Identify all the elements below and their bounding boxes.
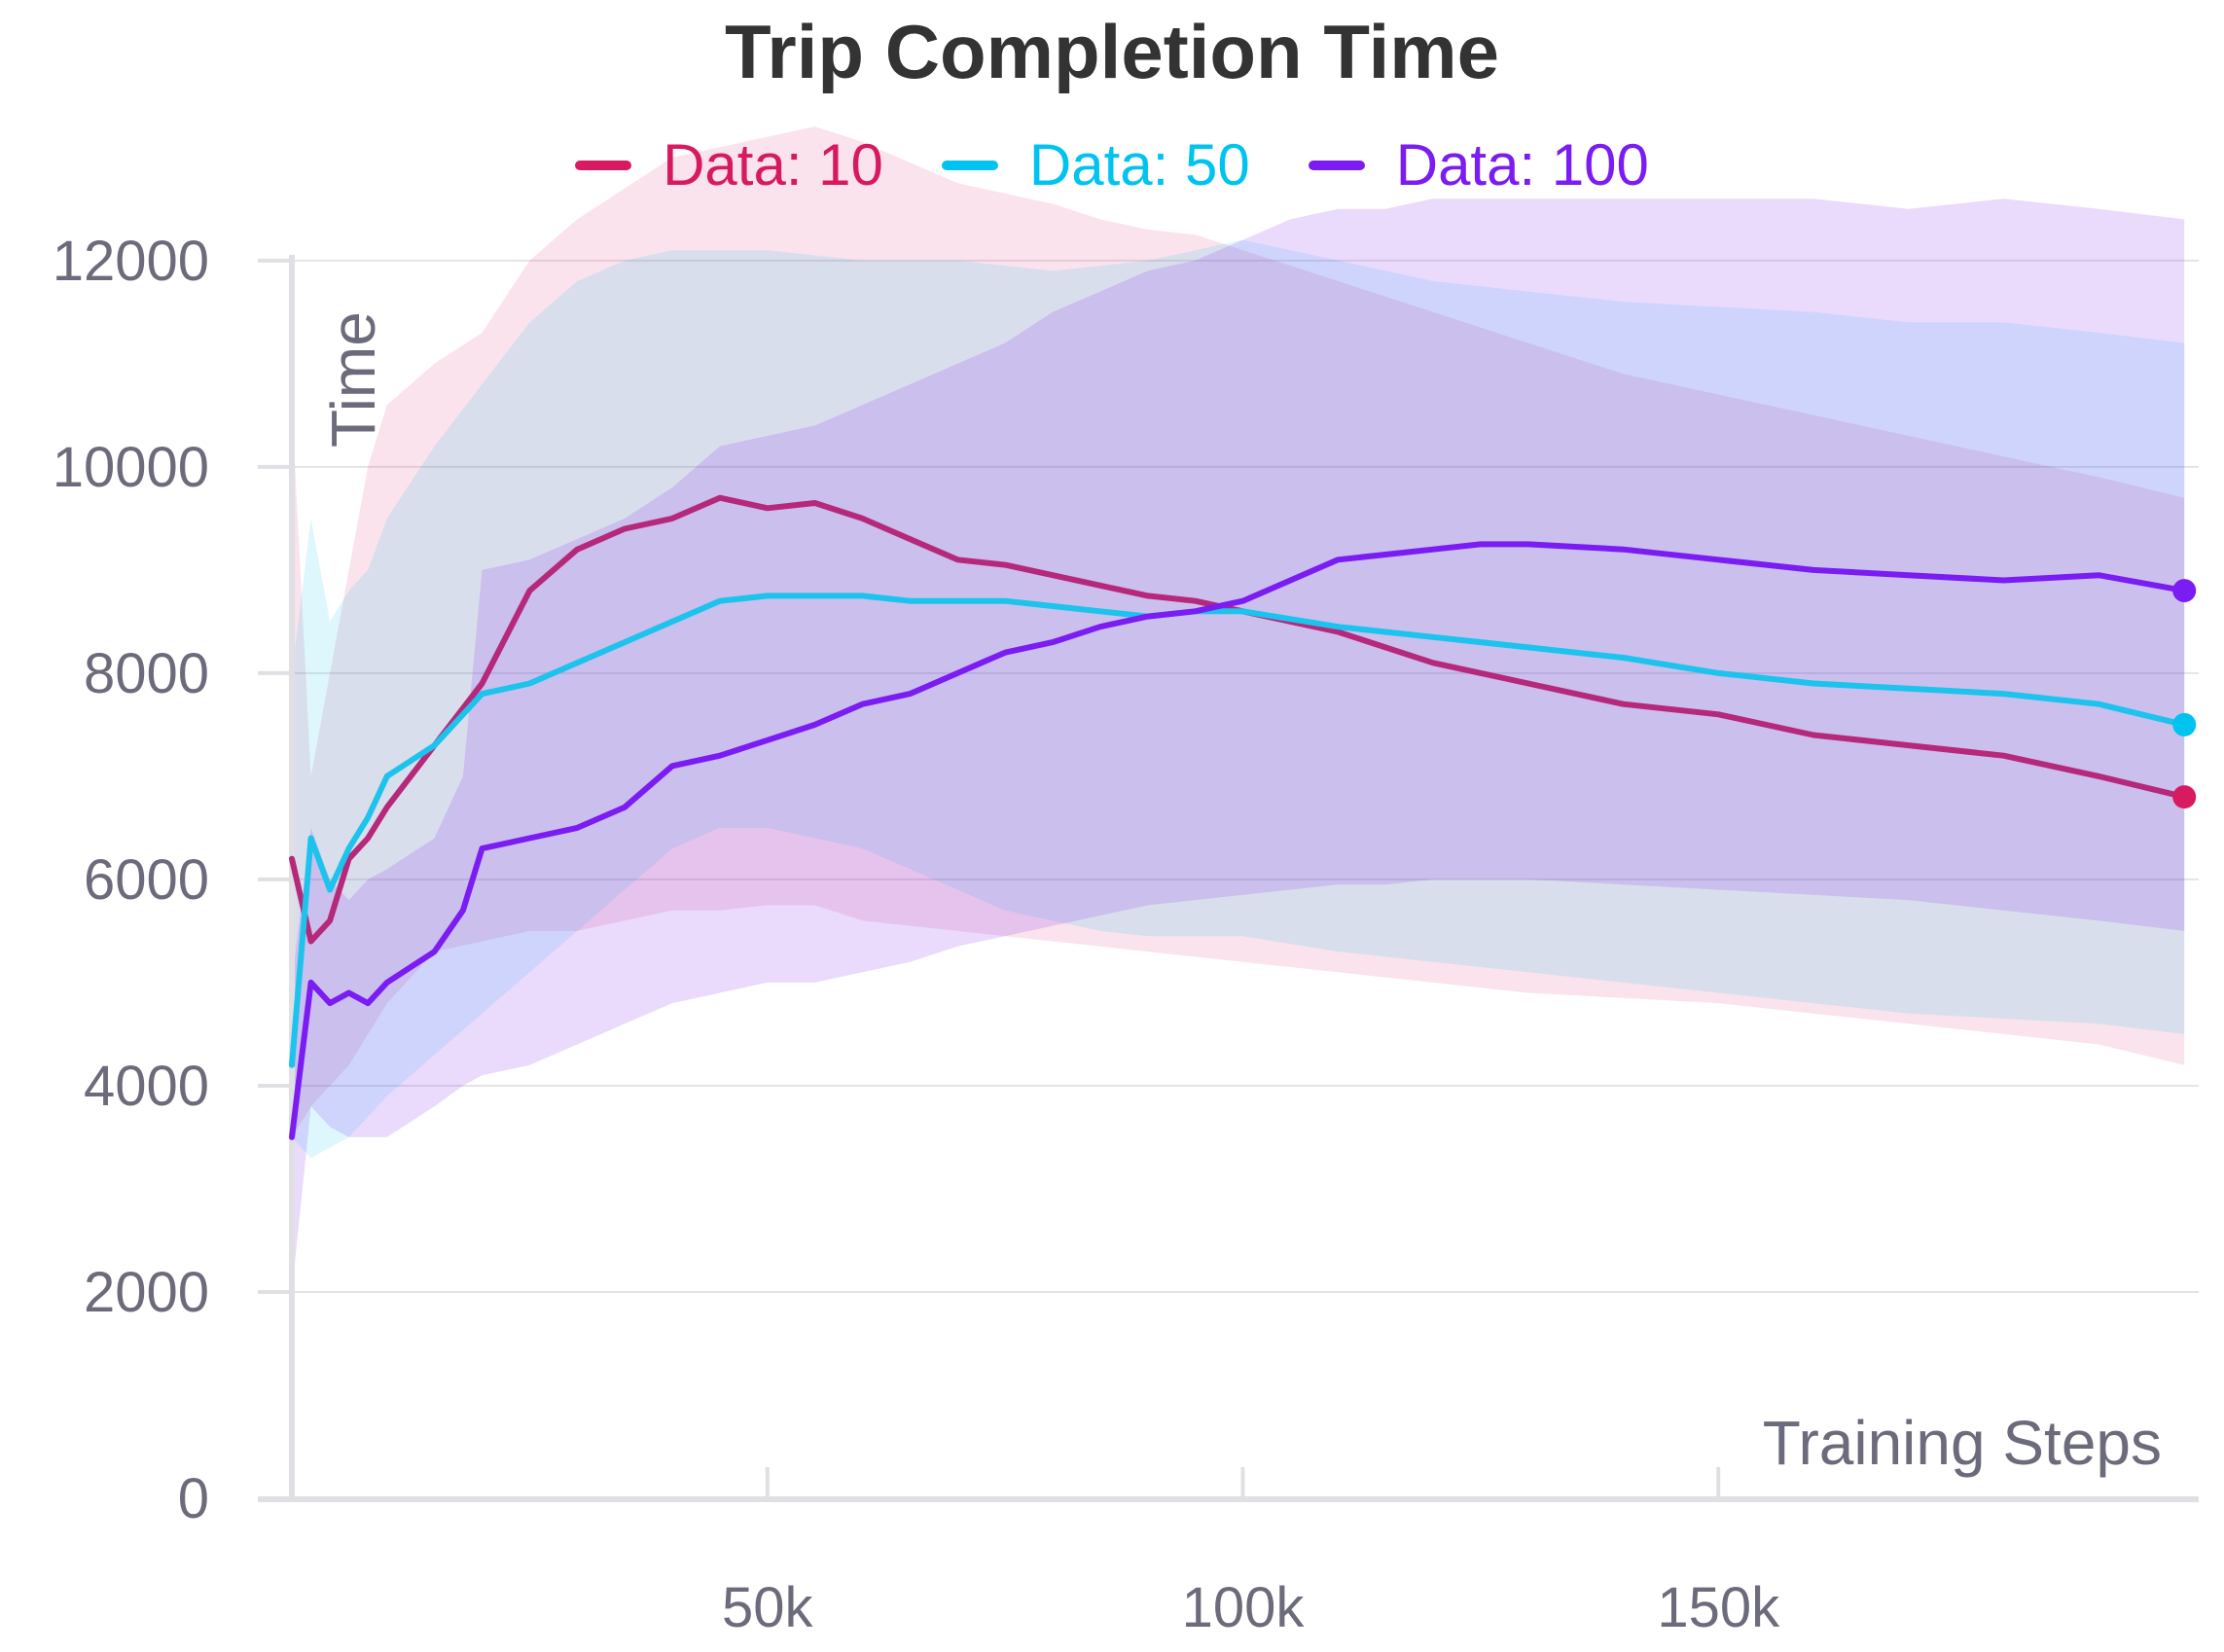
series-endpoint-3 xyxy=(2172,579,2197,603)
legend-label: Data: 10 xyxy=(663,132,883,198)
legend-swatch xyxy=(1308,160,1365,170)
y-tick-label: 2000 xyxy=(84,1261,209,1324)
series-endpoint-1 xyxy=(2172,785,2197,809)
axis-labels: Time Training Steps 0 2000 4000 6000 8000 100… xyxy=(53,230,2162,1639)
legend-item-data-10[interactable]: Data: 10 xyxy=(575,131,883,198)
legend-swatch xyxy=(941,160,998,170)
confidence-bands xyxy=(292,126,2185,1293)
legend-item-data-50[interactable]: Data: 50 xyxy=(941,131,1250,198)
y-tick-label: 4000 xyxy=(84,1055,209,1118)
x-tick-label: 150k xyxy=(1657,1576,1780,1639)
x-axis-title: Training Steps xyxy=(1763,1408,2162,1478)
y-tick-label: 0 xyxy=(178,1467,209,1530)
y-tick-label: 8000 xyxy=(84,642,209,705)
chart-title: Trip Completion Time xyxy=(725,9,1499,94)
legend-label: Data: 50 xyxy=(1028,132,1250,198)
y-axis-title: Time xyxy=(318,311,388,448)
y-tick-label: 6000 xyxy=(84,848,209,912)
confidence-band-3 xyxy=(292,198,2185,1293)
confidence-band-1 xyxy=(292,126,2185,1137)
grid-lines xyxy=(292,259,2199,1293)
series-lines xyxy=(289,494,2197,1140)
axes xyxy=(258,255,2199,1502)
x-tick-label: 50k xyxy=(722,1576,814,1639)
y-tick-label: 12000 xyxy=(53,230,209,293)
y-tick-label: 10000 xyxy=(53,436,209,499)
legend-item-data-100[interactable]: Data: 100 xyxy=(1308,131,1649,198)
series-line-3 xyxy=(289,541,2188,1140)
x-tick-label: 100k xyxy=(1182,1576,1306,1639)
series-endpoint-2 xyxy=(2172,712,2197,736)
series-line-2 xyxy=(289,593,2188,1068)
series-line-1 xyxy=(289,494,2188,945)
legend: Data: 10 Data: 50 Data: 100 xyxy=(0,131,2224,198)
legend-label: Data: 100 xyxy=(1395,132,1649,198)
confidence-band-2 xyxy=(292,239,2185,1159)
legend-swatch xyxy=(575,160,632,170)
